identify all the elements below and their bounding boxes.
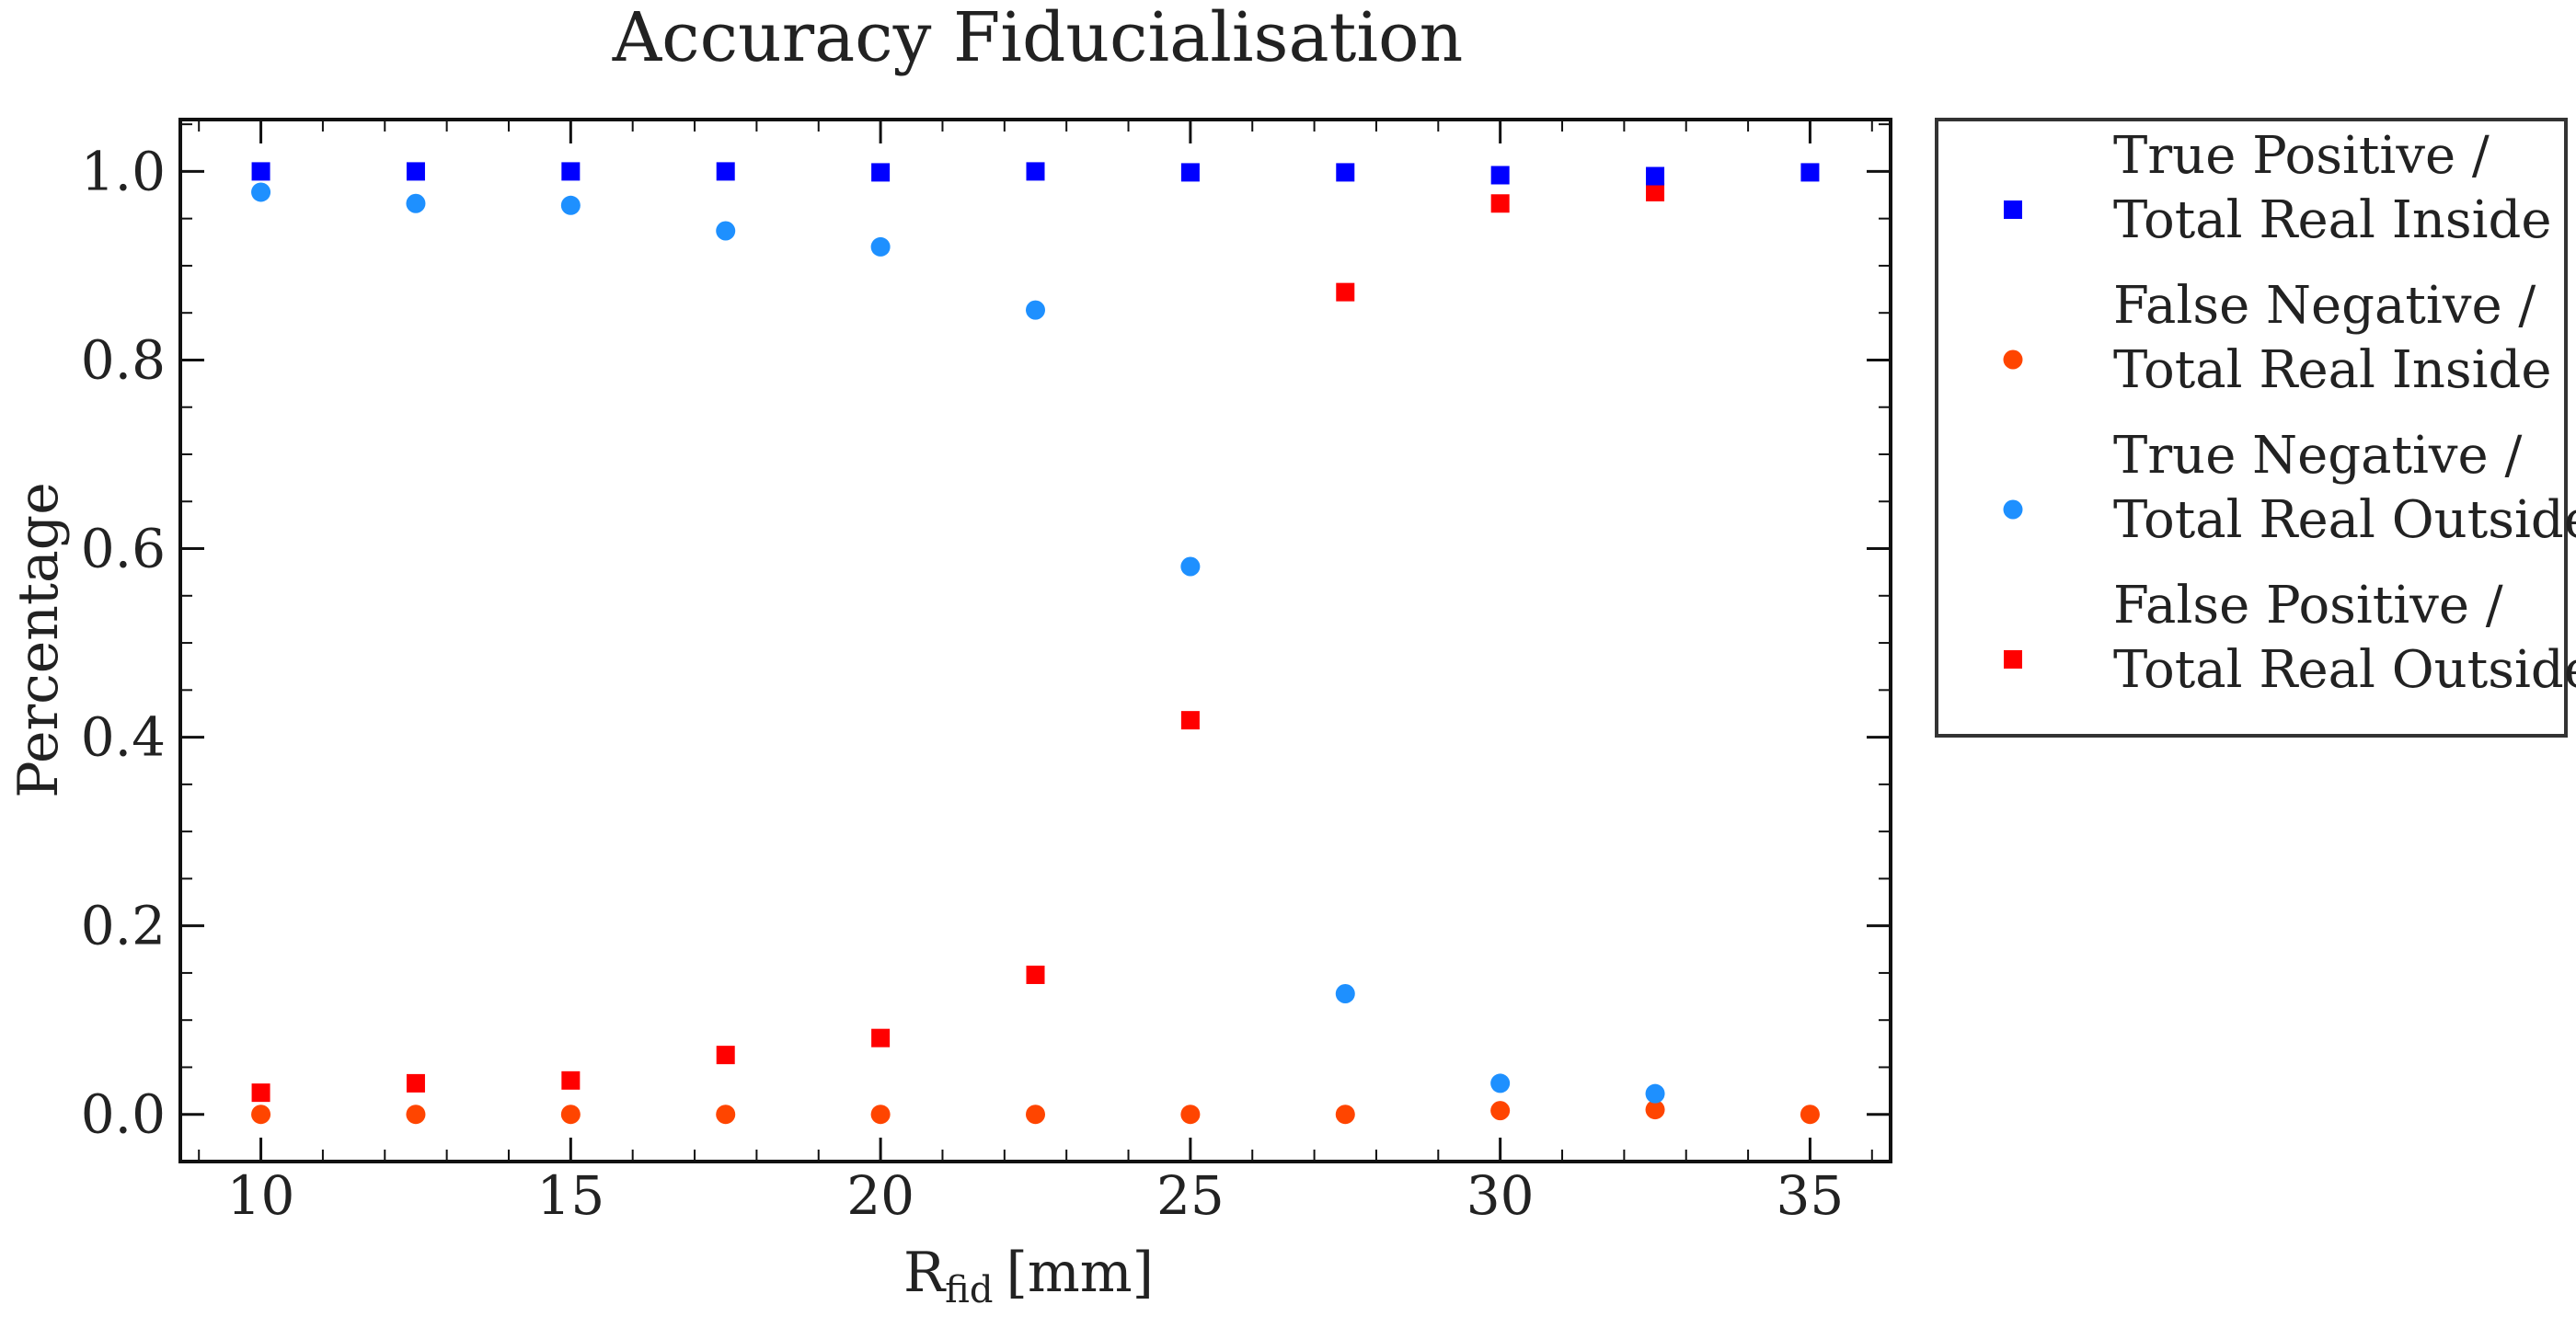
data-point [871, 163, 891, 182]
data-markers [251, 162, 1820, 1125]
data-point [1180, 1105, 1201, 1125]
axis-ticks [180, 120, 1891, 1162]
data-point [1800, 163, 1820, 182]
axis-tick-labels: 10 15 20 25 30 35 0.0 0.2 0.4 0.6 0.8 1.0 [81, 140, 1845, 1227]
data-point [1180, 556, 1201, 577]
data-point [1646, 166, 1665, 186]
data-point [251, 162, 270, 181]
data-point [1490, 166, 1510, 185]
legend-label: True Positive / [2113, 126, 2490, 186]
data-point [1490, 1101, 1511, 1121]
y-axis-label: Percentage [6, 482, 71, 797]
legend-label: False Positive / [2113, 576, 2503, 635]
data-point [1026, 965, 1045, 984]
data-point [1646, 182, 1665, 201]
data-point [251, 182, 271, 202]
data-point [1336, 282, 1355, 302]
data-point [1645, 1083, 1665, 1104]
data-point [1180, 711, 1200, 730]
x-axis-label-subscript: fid [945, 1269, 993, 1311]
x-axis-label: Rfid [mm] [903, 1241, 1154, 1311]
data-point [1335, 983, 1355, 1003]
x-axis-label-main: R [903, 1241, 947, 1305]
x-tick-label: 20 [846, 1164, 914, 1227]
data-point [1800, 1105, 1820, 1125]
data-point [406, 193, 426, 213]
data-point [1490, 1073, 1511, 1093]
data-point [716, 1046, 735, 1065]
data-point [1645, 1100, 1665, 1120]
plot-area-frame [178, 118, 1892, 1163]
x-tick-label: 10 [227, 1164, 295, 1227]
data-point [1026, 162, 1045, 181]
data-point [406, 1073, 425, 1093]
y-tick-label: 1.0 [81, 140, 166, 202]
x-tick-label: 35 [1777, 1164, 1845, 1227]
data-point [561, 1070, 581, 1090]
y-tick-label: 0.6 [81, 518, 166, 580]
data-point [870, 236, 891, 257]
y-tick-label: 0.0 [81, 1083, 166, 1146]
x-axis-label-unit: [mm] [1006, 1241, 1154, 1305]
legend-label: True Negative / [2113, 426, 2522, 486]
x-tick-label: 30 [1466, 1164, 1535, 1227]
data-point [560, 1105, 581, 1125]
data-point [406, 162, 425, 181]
legend-label: Total Real Outside [2113, 490, 2576, 550]
data-point [560, 195, 581, 215]
chart-title: Accuracy Fiducialisation [612, 0, 1464, 77]
y-tick-label: 0.8 [81, 328, 166, 391]
y-tick-label: 0.4 [81, 706, 166, 769]
legend-marker [2004, 650, 2022, 669]
data-point [561, 162, 581, 181]
data-point [1026, 1105, 1045, 1125]
legend-label: False Negative / [2113, 276, 2536, 336]
legend-label: Total Real Inside [2113, 190, 2552, 250]
data-point [406, 1105, 426, 1125]
data-point [1180, 163, 1200, 182]
data-point [716, 221, 736, 241]
legend-label: Total Real Inside [2113, 340, 2552, 400]
data-point [251, 1083, 270, 1103]
legend-marker [2003, 349, 2023, 370]
data-point [716, 1105, 736, 1125]
data-point [251, 1105, 271, 1125]
y-tick-label: 0.2 [81, 895, 166, 957]
legend-label: Total Real Outside [2113, 640, 2576, 700]
legend-marker [2004, 200, 2022, 219]
legend-frame [1935, 118, 2568, 738]
data-point [1490, 194, 1510, 213]
data-point [716, 162, 735, 181]
data-point [1026, 300, 1045, 320]
data-point [1336, 163, 1355, 182]
x-tick-label: 25 [1156, 1164, 1225, 1227]
data-point [871, 1028, 891, 1048]
x-tick-label: 15 [536, 1164, 604, 1227]
data-point [870, 1105, 891, 1125]
data-point [1335, 1105, 1355, 1125]
legend-marker [2003, 499, 2023, 520]
